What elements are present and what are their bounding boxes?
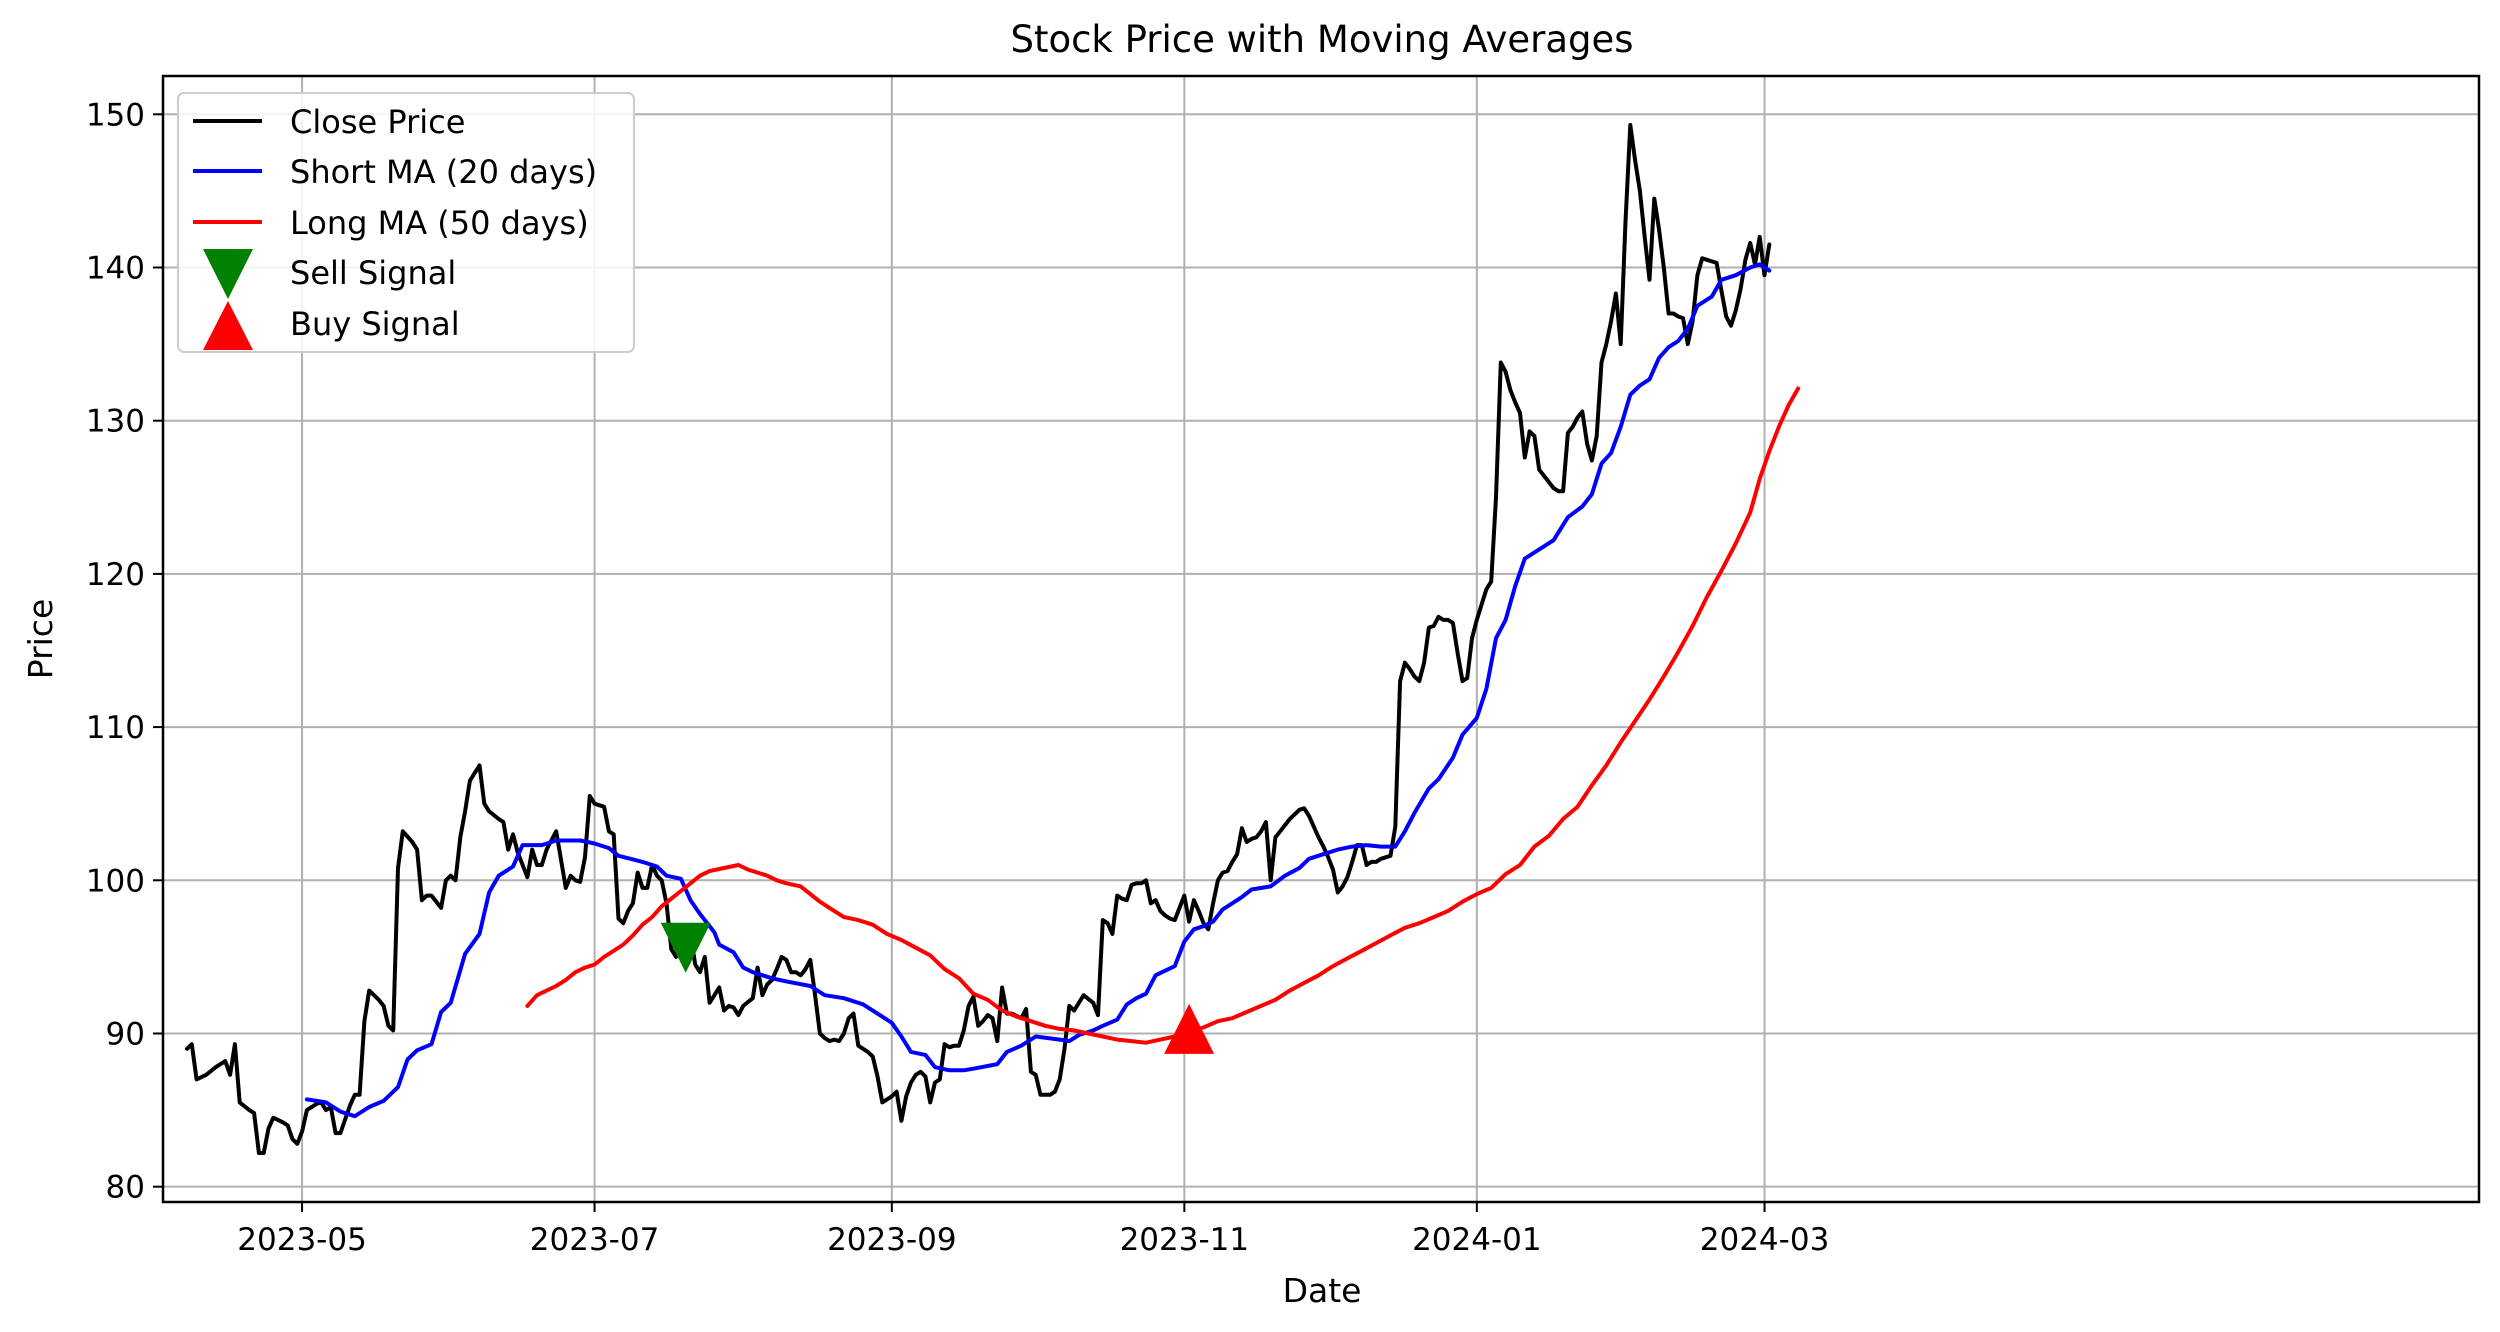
x-tick-label: 2023-05 <box>237 1222 367 1258</box>
y-tick-label: 140 <box>86 250 145 286</box>
long-ma-line <box>525 386 1801 1045</box>
legend-label-sell-signal: Sell Signal <box>290 254 456 292</box>
buy-signal-marker <box>1164 1003 1215 1054</box>
legend-entry-close-price: Close Price <box>193 103 465 141</box>
legend-label-short-ma: Short MA (20 days) <box>290 153 597 191</box>
series-layer <box>185 123 1801 1155</box>
y-tick-label: 130 <box>86 404 145 440</box>
x-axis-label: Date <box>1283 1271 1362 1310</box>
legend-entry-short-ma: Short MA (20 days) <box>193 153 597 191</box>
legend-entry-buy-signal: Buy Signal <box>203 301 460 350</box>
y-tick-label: 150 <box>86 97 145 133</box>
y-tick-label: 120 <box>86 557 145 593</box>
plot-frame <box>161 74 2481 1204</box>
y-tick-label: 100 <box>86 863 145 899</box>
x-tick-label: 2023-07 <box>530 1222 660 1258</box>
legend: Close Price Short MA (20 days) Long MA (… <box>177 92 635 353</box>
chart-title: Stock Price with Moving Averages <box>1010 18 1633 61</box>
legend-box <box>177 92 635 353</box>
y-tick-label: 110 <box>86 710 145 746</box>
x-tick-label: 2023-11 <box>1120 1222 1250 1258</box>
signal-markers <box>660 922 1215 1054</box>
x-tick-label: 2024-01 <box>1412 1222 1542 1258</box>
x-tick-label: 2024-03 <box>1700 1222 1830 1258</box>
legend-label-close-price: Close Price <box>290 103 465 141</box>
legend-label-buy-signal: Buy Signal <box>290 305 460 343</box>
y-axis-label: Price <box>21 599 60 680</box>
legend-swatch-sell-signal <box>203 249 253 299</box>
legend-swatch-buy-signal <box>203 301 253 350</box>
y-axis: 80 90 100 110 120 130 140 150 <box>86 97 163 1206</box>
x-axis: 2023-05 2023-07 2023-09 2023-11 2024-01 2024-… <box>237 1202 1829 1258</box>
short-ma-line <box>304 262 1772 1119</box>
y-tick-label: 90 <box>106 1016 145 1052</box>
legend-label-long-ma: Long MA (50 days) <box>290 204 589 242</box>
x-tick-label: 2023-09 <box>827 1222 957 1258</box>
y-tick-label: 80 <box>106 1170 145 1206</box>
sell-signal-marker <box>660 922 711 973</box>
legend-entry-long-ma: Long MA (50 days) <box>193 204 589 242</box>
legend-entry-sell-signal: Sell Signal <box>203 249 456 299</box>
